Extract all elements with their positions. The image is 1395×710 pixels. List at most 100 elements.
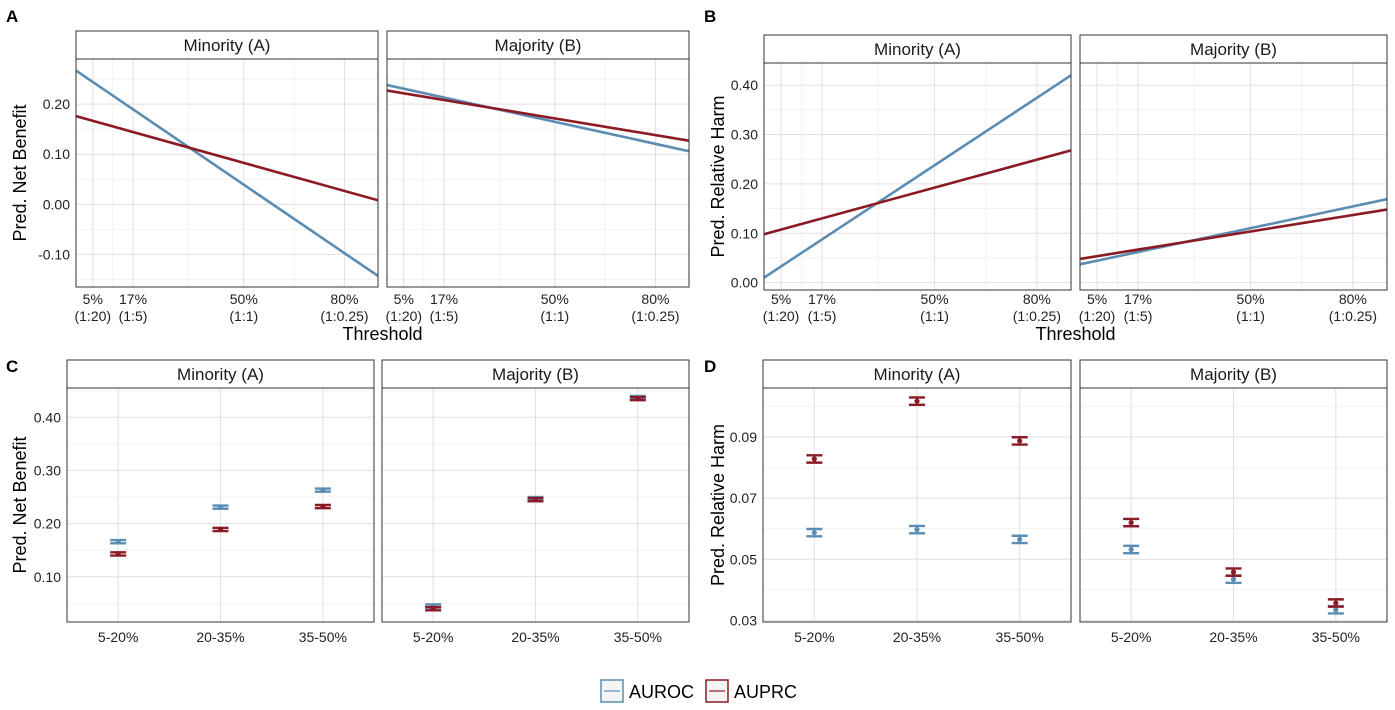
facet-strip xyxy=(386,30,690,60)
x-tick-label: 50% xyxy=(921,291,949,307)
errorbar-auroc xyxy=(909,524,925,535)
x-tick-sublabel: (1:1) xyxy=(1236,308,1265,324)
x-tick-label: 50% xyxy=(1237,291,1265,307)
series-lines xyxy=(76,69,378,278)
x-tick-label: 20-35% xyxy=(1209,629,1257,645)
x-tick-sublabel: (1:1) xyxy=(540,308,569,324)
point-auroc xyxy=(217,504,224,510)
x-tick-label: 35-50% xyxy=(996,629,1044,645)
point-auprc xyxy=(1230,569,1237,575)
facet-strip xyxy=(75,30,379,60)
errorbar-auprc xyxy=(629,395,646,402)
panel-label: A xyxy=(6,7,18,26)
x-tick-sublabel: (1:0.25) xyxy=(1013,308,1061,324)
x-tick-label: 35-50% xyxy=(299,629,347,645)
gridlines xyxy=(1080,63,1387,290)
x-tick-label: 17% xyxy=(1124,291,1152,307)
series-lines xyxy=(764,74,1071,279)
gridlines xyxy=(67,388,374,622)
x-tick-sublabel: (1:0.25) xyxy=(631,308,679,324)
x-tick-sublabel: (1:1) xyxy=(920,308,949,324)
y-tick-label: 0.20 xyxy=(34,516,61,532)
errorbar-auprc xyxy=(806,454,823,464)
facet-strip xyxy=(1079,34,1388,64)
y-tick-label: -0.10 xyxy=(38,246,70,262)
facet-border xyxy=(762,387,1072,623)
y-tick-label: 0.09 xyxy=(730,429,757,445)
x-tick-label: 5% xyxy=(771,291,791,307)
x-tick-label: 50% xyxy=(230,291,258,307)
facet-border xyxy=(763,62,1072,291)
x-tick-label: 17% xyxy=(808,291,836,307)
x-tick-label: 5% xyxy=(394,291,414,307)
facet-border xyxy=(75,58,379,288)
x-tick-label: 20-35% xyxy=(893,629,941,645)
facet-border xyxy=(1079,387,1388,623)
legend-label: AUPRC xyxy=(734,682,797,702)
y-tick-label: 0.10 xyxy=(43,146,70,162)
error-bars xyxy=(425,394,646,612)
errorbar-auroc xyxy=(212,504,229,510)
gridlines xyxy=(1080,388,1387,622)
gridlines xyxy=(382,388,689,622)
facet-border xyxy=(66,387,375,623)
x-tick-label: 80% xyxy=(330,291,358,307)
errorbar-auroc xyxy=(314,487,331,493)
y-tick-label: 0.20 xyxy=(43,96,70,112)
series-lines xyxy=(387,83,689,153)
point-auprc xyxy=(811,456,817,462)
point-auroc xyxy=(1128,546,1134,553)
point-auprc xyxy=(115,551,121,557)
point-auprc xyxy=(1333,600,1339,606)
point-auprc xyxy=(430,606,436,612)
facet-minority: Minority (A) 5-20% 20-35% 35-50% xyxy=(66,359,375,645)
errorbar-auroc xyxy=(110,538,127,545)
legend-label: AUROC xyxy=(629,682,694,702)
facet-strip-label: Majority (B) xyxy=(495,36,582,55)
y-axis-title: Pred. Net Benefit xyxy=(10,104,30,241)
facet-majority: Majority (B) 5%(1:20) 17%(1:5) 50%(1:1) 80%(… xyxy=(385,30,690,324)
legend: AUROC AUPRC xyxy=(600,679,797,703)
x-tick-label: 35-50% xyxy=(1312,629,1360,645)
errorbar-auroc xyxy=(1011,534,1028,545)
y-tick-label: 0.10 xyxy=(34,569,61,585)
point-auprc xyxy=(914,398,920,404)
errorbar-auprc xyxy=(1011,436,1028,446)
point-auprc xyxy=(532,497,539,503)
facet-minority: Minority (A) 5%(1:20) 17%(1:5) 50%(1:1) 80%(… xyxy=(763,34,1072,324)
y-tick-label: 0.05 xyxy=(730,551,757,567)
facet-strip-label: Majority (B) xyxy=(1190,365,1277,384)
gridlines xyxy=(387,59,689,287)
facet-border xyxy=(381,387,690,623)
error-bars xyxy=(1123,517,1344,615)
facet-majority: Majority (B) 5%(1:20) 17%(1:5) 50%(1:1) 80%(… xyxy=(1079,34,1388,324)
y-axis-title: Pred. Relative Harm xyxy=(708,95,728,257)
y-tick-label: 0.10 xyxy=(731,225,758,241)
series-line-auprc xyxy=(764,149,1071,236)
panel-label: B xyxy=(704,7,716,26)
point-auprc xyxy=(1128,519,1134,526)
errorbar-auroc xyxy=(1123,544,1140,555)
series-line-auroc xyxy=(1080,197,1387,266)
x-tick-label: 5-20% xyxy=(98,629,138,645)
legend-item-auroc: AUROC xyxy=(600,679,694,703)
gridlines xyxy=(763,388,1071,622)
point-auprc xyxy=(217,526,224,533)
facet-strip-label: Minority (A) xyxy=(184,36,271,55)
error-bars xyxy=(806,396,1028,545)
facet-strip xyxy=(762,359,1072,389)
facet-minority: Minority (A) 5-20% 20-35% 35-50% xyxy=(762,359,1072,645)
facet-strip-label: Majority (B) xyxy=(1190,40,1277,59)
x-tick-label: 50% xyxy=(541,291,569,307)
x-tick-label: 80% xyxy=(1339,291,1367,307)
point-auroc xyxy=(811,530,817,536)
x-tick-label: 17% xyxy=(430,291,458,307)
y-axis-title: Pred. Net Benefit xyxy=(10,436,30,573)
point-auprc xyxy=(1017,438,1023,444)
facet-strip xyxy=(763,34,1072,64)
point-auprc xyxy=(320,503,326,510)
x-tick-label: 35-50% xyxy=(614,629,662,645)
x-tick-label: 5-20% xyxy=(794,629,834,645)
